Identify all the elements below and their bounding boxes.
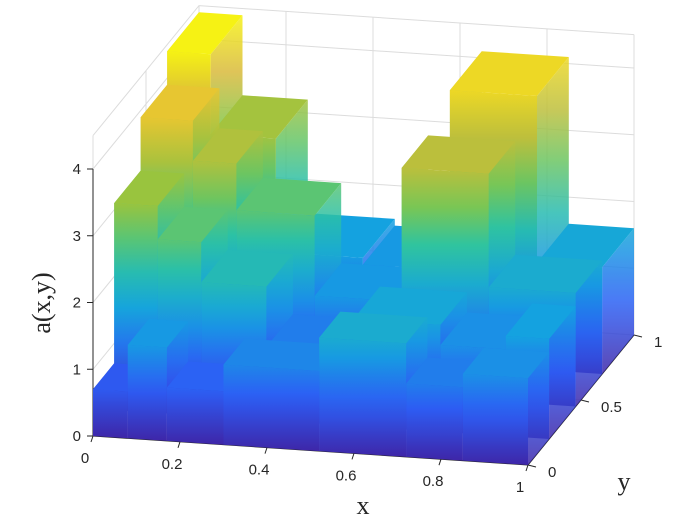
y-tick-label: 0 (548, 464, 556, 481)
y-axis-label: y (618, 467, 631, 496)
block-top-face (192, 128, 263, 164)
block-front-face (223, 364, 320, 452)
x-tick (351, 453, 355, 460)
block-front-face (462, 373, 528, 465)
x-tick (177, 441, 181, 448)
block-top-face (140, 84, 220, 121)
block-front-face (319, 337, 407, 457)
block-top-face (401, 135, 516, 174)
block-front-face (406, 383, 463, 461)
surface-block (462, 347, 550, 465)
x-tick (525, 464, 529, 472)
block-top-face (167, 12, 243, 55)
x-tick (90, 435, 94, 443)
x-tick-label: 0.6 (336, 467, 357, 484)
z-tick-label: 0 (73, 428, 81, 445)
block-front-face (166, 387, 224, 445)
block-top-face (505, 303, 576, 339)
block-right-face (602, 228, 634, 374)
block-top-face (236, 177, 342, 216)
block-right-face (528, 352, 550, 465)
x-tick-label: 0.2 (162, 456, 183, 473)
block-top-face (127, 318, 189, 348)
z-tick-label: 3 (73, 228, 81, 245)
block-front-face (93, 389, 128, 439)
y-tick-label: 1 (654, 334, 662, 351)
y-tick (633, 334, 643, 338)
x-tick (264, 447, 268, 454)
z-tick-label: 4 (73, 161, 81, 178)
block-top-face (114, 170, 185, 206)
x-tick-label: 1 (516, 479, 524, 496)
x-tick-label: 0.4 (249, 462, 270, 479)
grid-line (92, 5, 635, 136)
block-right-face (549, 306, 576, 439)
y-tick (580, 399, 590, 403)
y-tick (527, 464, 537, 468)
surface (93, 12, 634, 465)
block-top-face (201, 249, 293, 287)
block-top-face (537, 223, 634, 268)
z-tick-label: 2 (73, 295, 81, 312)
block-top-face (157, 206, 228, 243)
x-tick-label: 0 (81, 450, 89, 467)
block-top-face (223, 338, 341, 371)
block-top-face (319, 311, 428, 344)
x-tick (438, 459, 442, 466)
block-top-face (462, 347, 550, 379)
tick-labels: 0 0.2 0.4 0.6 0.8 1 0 0.5 1 0 1 2 3 4 (73, 161, 663, 496)
x-axis-label: x (357, 491, 370, 520)
z-tick-label: 1 (73, 361, 81, 378)
y-tick-label: 0.5 (601, 399, 622, 416)
block-top-face (210, 95, 308, 139)
z-axis-label: a(x,y) (27, 272, 56, 333)
block-right-face (575, 260, 603, 407)
x-tick-label: 0.8 (423, 473, 444, 490)
block-top-face (449, 51, 569, 96)
block-top-face (488, 254, 603, 293)
block-front-face (127, 344, 167, 441)
